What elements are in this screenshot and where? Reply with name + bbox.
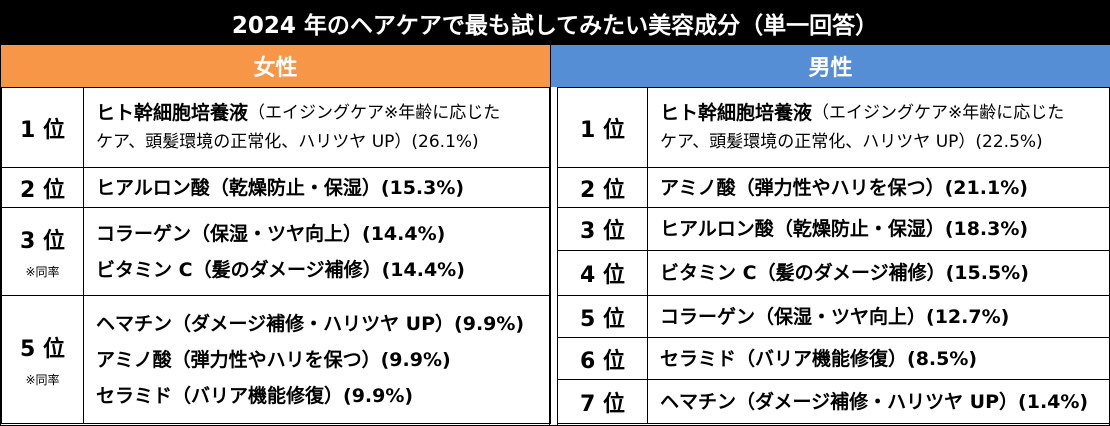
- rank-cell: 1 位: [557, 87, 648, 168]
- rank-cell: 2 位: [557, 167, 648, 208]
- table-row: 2 位 ヒアルロン酸 （乾燥防止・保湿）(15.3%): [1, 167, 551, 208]
- item-line: コラーゲン （保湿・ツヤ向上）(14.4%): [96, 216, 550, 252]
- item-line: セラミド （バリア機能修復）(8.5%): [660, 341, 1109, 377]
- table-row: 4 位 ビタミン C （髪のダメージ補修）(15.5%): [557, 250, 1110, 296]
- item-cell: コラーゲン （保湿・ツヤ向上）(14.4%) ビタミン C （髪のダメージ補修）(1…: [83, 207, 551, 296]
- item-cell: ヒアルロン酸 （乾燥防止・保湿）(18.3%): [647, 207, 1110, 251]
- page-title: 2024 年のヘアケアで最も試してみたい美容成分（単一回答）: [1, 1, 1109, 45]
- ingredient-name: ヒアルロン酸: [96, 176, 210, 199]
- item-cell: アミノ酸 （弾力性やハリを保つ）(21.1%): [647, 167, 1110, 208]
- item-cell: ヒト幹細胞培養液 （エイジングケア※年齢に応じた ケア、頭髪環境の正常化、ハリツヤ…: [647, 87, 1110, 168]
- rank-cell: 1 位: [1, 87, 84, 168]
- female-table: 1 位 ヒト幹細胞培養液 （エイジングケア※年齢に応じた ケア、頭髪環境の正常化、…: [1, 87, 551, 424]
- ingredient-desc: （ダメージ補修・ハリツヤ UP）(9.9%): [172, 312, 525, 335]
- rank-cell: 7 位: [557, 379, 648, 424]
- ingredient-name: ヒト幹細胞培養液: [96, 102, 249, 124]
- rank-cell: 5 位: [557, 295, 648, 338]
- item-line: コラーゲン （保湿・ツヤ向上）(12.7%): [660, 299, 1109, 335]
- ingredient-desc: （乾燥防止・保湿）(18.3%): [773, 218, 1029, 240]
- item-cell: ビタミン C （髪のダメージ補修）(15.5%): [647, 250, 1110, 296]
- ingredient-name: アミノ酸: [96, 348, 172, 371]
- table-row: 1 位 ヒト幹細胞培養液 （エイジングケア※年齢に応じた ケア、頭髪環境の正常化、…: [1, 87, 551, 168]
- item-line: アミノ酸 （弾力性やハリを保つ）(21.1%): [660, 170, 1109, 206]
- rank-cell: 3 位: [557, 207, 648, 251]
- table-row: 1 位 ヒト幹細胞培養液 （エイジングケア※年齢に応じた ケア、頭髪環境の正常化、…: [557, 87, 1110, 168]
- table-row: 5 位 コラーゲン （保湿・ツヤ向上）(12.7%): [557, 295, 1110, 338]
- item-line: ビタミン C （髪のダメージ補修）(14.4%): [96, 252, 550, 288]
- item-line: ヒアルロン酸 （乾燥防止・保湿）(18.3%): [660, 211, 1109, 247]
- item-line: ヒト幹細胞培養液 （エイジングケア※年齢に応じた: [660, 99, 1109, 128]
- ingredient-desc: （エイジングケア※年齢に応じた: [248, 103, 501, 123]
- table-row: 6 位 セラミド （バリア機能修復）(8.5%): [557, 337, 1110, 380]
- item-line: ケア、頭髪環境の正常化、ハリツヤ UP）(22.5%): [660, 128, 1109, 157]
- ingredient-name: ヘマチン: [96, 312, 173, 335]
- item-line: ヘマチン （ダメージ補修・ハリツヤ UP）(9.9%): [96, 306, 550, 342]
- table-row: 5 位 ※同率 ヘマチン （ダメージ補修・ハリツヤ UP）(9.9%) アミノ酸（…: [1, 295, 551, 424]
- male-header: 男性: [550, 45, 1110, 88]
- item-cell: ヘマチン （ダメージ補修・ハリツヤ UP）(9.9%) アミノ酸 （弾力性やハリを保…: [83, 295, 551, 424]
- item-line: ビタミン C （髪のダメージ補修）(15.5%): [660, 255, 1109, 291]
- male-table: 1 位 ヒト幹細胞培養液 （エイジングケア※年齢に応じた ケア、頭髪環境の正常化、…: [557, 87, 1110, 424]
- item-cell: コラーゲン （保湿・ツヤ向上）(12.7%): [647, 295, 1110, 338]
- item-line: ヒアルロン酸 （乾燥防止・保湿）(15.3%): [96, 170, 550, 206]
- ingredient-desc: （乾燥防止・保湿）(15.3%): [209, 176, 465, 199]
- item-cell: ヒアルロン酸 （乾燥防止・保湿）(15.3%): [83, 167, 551, 208]
- ingredient-desc: （髪のダメージ補修）(15.5%): [756, 262, 1029, 284]
- item-line: セラミド （バリア機能修復）(9.9%): [96, 378, 550, 414]
- item-line: ヘマチン （ダメージ補修・ハリツヤ UP）(1.4%): [660, 384, 1109, 420]
- ingredient-name: ヒアルロン酸: [660, 218, 774, 240]
- ingredient-desc: （弾力性やハリを保つ）(9.9%): [171, 348, 451, 371]
- ingredient-name: コラーゲン: [96, 222, 192, 245]
- rank-label: 5 位: [20, 337, 65, 362]
- ingredient-desc: （髪のダメージ補修）(14.4%): [192, 258, 465, 281]
- item-cell: ヒト幹細胞培養液 （エイジングケア※年齢に応じた ケア、頭髪環境の正常化、ハリツヤ…: [83, 87, 551, 168]
- ingredient-name: ヘマチン: [660, 390, 737, 413]
- ingredient-name: ビタミン C: [96, 258, 193, 281]
- rank-cell: 5 位 ※同率: [1, 295, 84, 424]
- item-line: ケア、頭髪環境の正常化、ハリツヤ UP）(26.1%): [96, 128, 550, 157]
- item-cell: ヘマチン （ダメージ補修・ハリツヤ UP）(1.4%): [647, 379, 1110, 424]
- ingredient-desc: （保湿・ツヤ向上）(12.7%): [755, 305, 1010, 328]
- item-line: アミノ酸 （弾力性やハリを保つ）(9.9%): [96, 342, 550, 378]
- item-line: ヒト幹細胞培養液 （エイジングケア※年齢に応じた: [96, 99, 550, 128]
- table-row: 3 位 ※同率 コラーゲン （保湿・ツヤ向上）(14.4%) ビタミン C （髪のダ…: [1, 207, 551, 296]
- rank-cell: 4 位: [557, 250, 648, 296]
- rank-cell: 3 位 ※同率: [1, 207, 84, 296]
- ingredient-desc: （バリア機能修復）(9.9%): [172, 384, 414, 407]
- ingredient-desc: （保湿・ツヤ向上）(14.4%): [191, 222, 446, 245]
- ingredient-desc: （エイジングケア※年齢に応じた: [812, 103, 1065, 123]
- tie-note: ※同率: [25, 373, 60, 387]
- item-cell: セラミド （バリア機能修復）(8.5%): [647, 337, 1110, 380]
- female-header: 女性: [1, 45, 550, 88]
- ingredient-desc: ケア、頭髪環境の正常化、ハリツヤ UP）(22.5%): [660, 132, 1043, 152]
- ingredient-name: セラミド: [96, 384, 173, 407]
- ingredient-name: コラーゲン: [660, 305, 756, 328]
- rank-cell: 6 位: [557, 337, 648, 380]
- rank-cell: 2 位: [1, 167, 84, 208]
- ingredient-name: セラミド: [660, 347, 737, 370]
- tie-note: ※同率: [25, 265, 60, 279]
- table-row: 7 位 ヘマチン （ダメージ補修・ハリツヤ UP）(1.4%): [557, 379, 1110, 424]
- ingredient-desc: （バリア機能修復）(8.5%): [736, 347, 978, 370]
- ingredient-desc: ケア、頭髪環境の正常化、ハリツヤ UP）(26.1%): [96, 132, 479, 152]
- ingredient-name: ビタミン C: [660, 262, 757, 284]
- ingredient-desc: （弾力性やハリを保つ）(21.1%): [735, 176, 1028, 199]
- rank-label: 3 位: [20, 229, 65, 254]
- ingredient-desc: （ダメージ補修・ハリツヤ UP）(1.4%): [736, 390, 1089, 413]
- table-row: 3 位 ヒアルロン酸 （乾燥防止・保湿）(18.3%): [557, 207, 1110, 251]
- ingredient-name: ヒト幹細胞培養液: [660, 102, 813, 124]
- ingredient-name: アミノ酸: [660, 176, 736, 199]
- table-row: 2 位 アミノ酸 （弾力性やハリを保つ）(21.1%): [557, 167, 1110, 208]
